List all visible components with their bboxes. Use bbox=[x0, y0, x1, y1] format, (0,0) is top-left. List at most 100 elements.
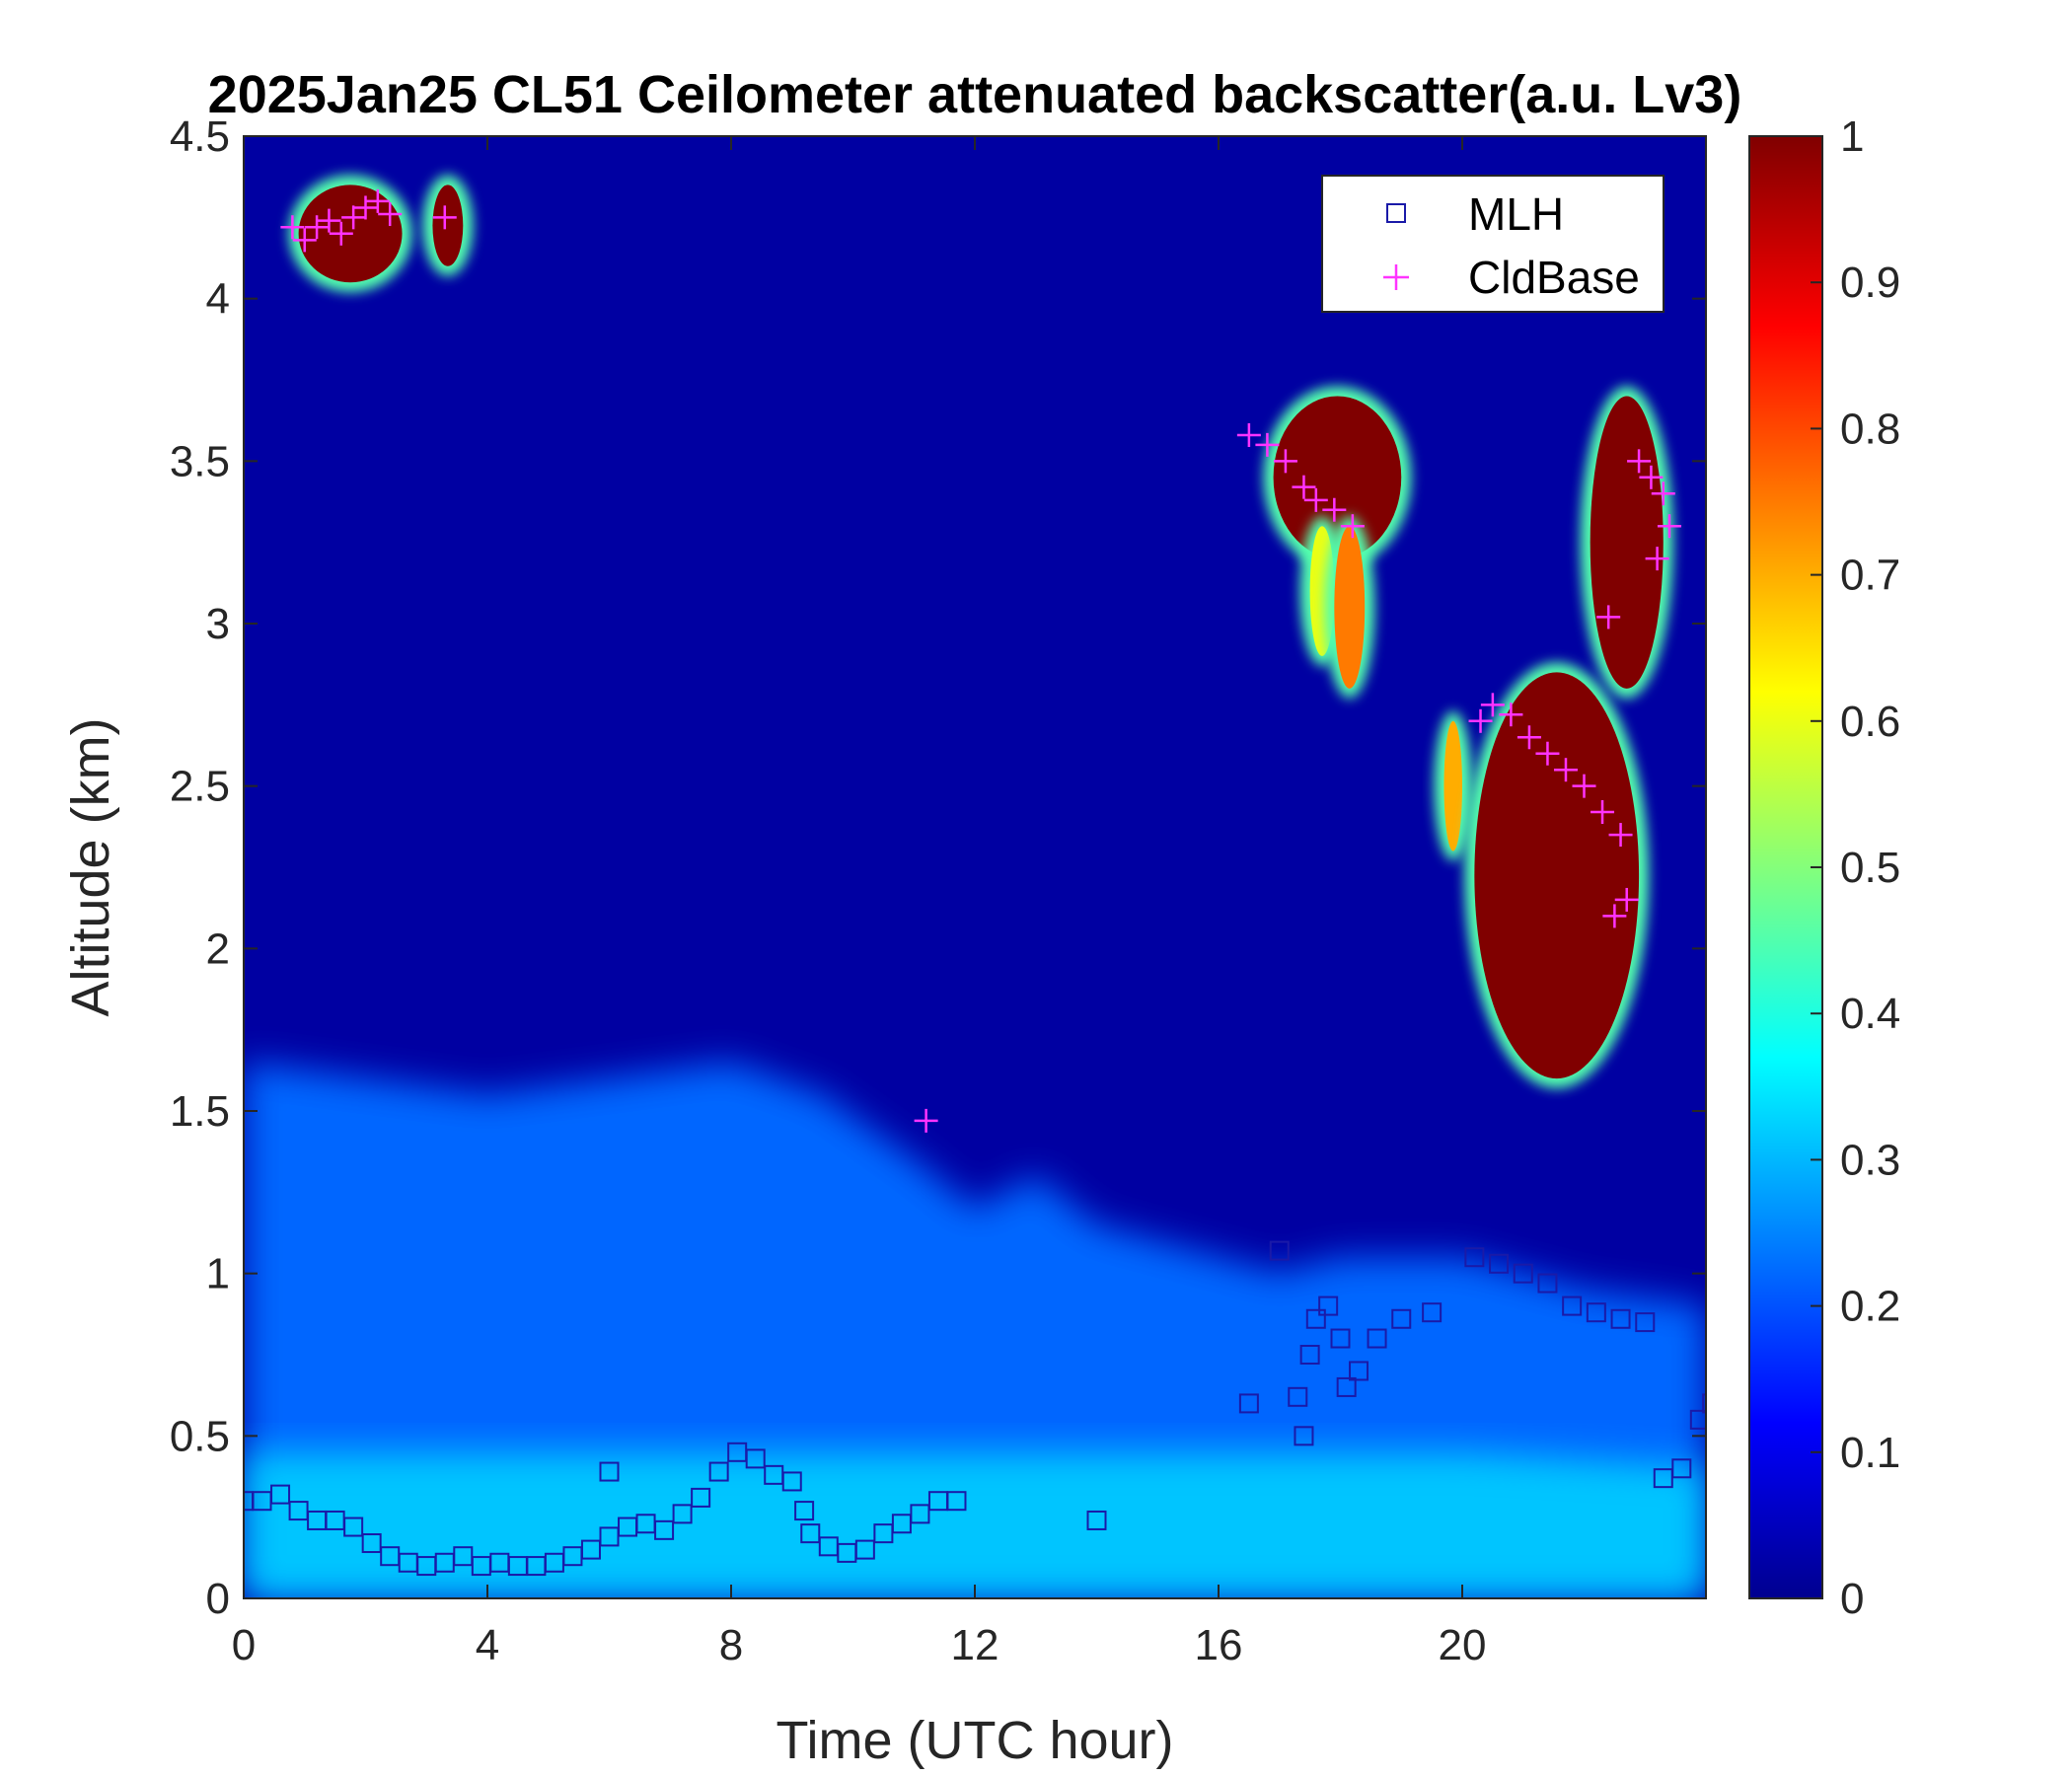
x-tick-label: 0 bbox=[232, 1621, 256, 1669]
legend-mlh-label: MLH bbox=[1468, 188, 1564, 240]
cldbase-point bbox=[1535, 741, 1560, 766]
y-tick-label: 2.5 bbox=[170, 763, 230, 811]
x-tick-label: 12 bbox=[951, 1621, 999, 1669]
mlh-point bbox=[1586, 1302, 1606, 1323]
colorbar: 0 0.1 0.2 0.3 0.4 0.5 0.6 0.7 0.8 0.9 1 bbox=[1748, 112, 1900, 1623]
legend-mlh-marker bbox=[1386, 203, 1406, 223]
mlh-point bbox=[1269, 1240, 1290, 1261]
mlh-point bbox=[854, 1539, 875, 1560]
x-tick-label: 8 bbox=[719, 1621, 743, 1669]
colorbar-tick-label: 0.1 bbox=[1840, 1429, 1900, 1477]
colorbar-tick-label: 0.3 bbox=[1840, 1136, 1900, 1184]
cldbase-series bbox=[280, 188, 1681, 1133]
cldbase-point bbox=[317, 208, 341, 233]
cldbase-point bbox=[1639, 465, 1664, 489]
cldbase-point bbox=[1651, 481, 1675, 506]
colorbar-tick-label: 0.2 bbox=[1840, 1283, 1900, 1331]
cldbase-point bbox=[1292, 475, 1316, 499]
cloud-region bbox=[1474, 672, 1640, 1079]
cldbase-point bbox=[305, 215, 330, 240]
cldbase-point bbox=[329, 221, 353, 246]
colorbar-tick-label: 0.6 bbox=[1840, 698, 1900, 746]
mlh-point bbox=[1562, 1295, 1583, 1316]
x-axis: 0 4 8 12 16 20 bbox=[232, 136, 1486, 1669]
backscatter-heatmap bbox=[244, 136, 1706, 1598]
colorbar-tick-label: 0 bbox=[1840, 1575, 1864, 1623]
cldbase-point bbox=[1468, 708, 1493, 733]
cldbase-point bbox=[1596, 605, 1621, 629]
cloud-region bbox=[1590, 396, 1664, 689]
x-tick-label: 4 bbox=[476, 1621, 499, 1669]
cldbase-point bbox=[353, 195, 378, 220]
cldbase-point bbox=[1591, 800, 1615, 825]
cldbase-point bbox=[1322, 497, 1347, 522]
mlh-point bbox=[580, 1539, 601, 1560]
x-tick-label: 16 bbox=[1195, 1621, 1243, 1669]
cldbase-point bbox=[365, 188, 390, 213]
mlh-point bbox=[1610, 1308, 1631, 1329]
mlh-point bbox=[343, 1517, 364, 1537]
mlh-point bbox=[1349, 1361, 1369, 1381]
mlh-point bbox=[1671, 1458, 1692, 1479]
colorbar-tick-label: 0.5 bbox=[1840, 844, 1900, 892]
cldbase-point bbox=[1517, 725, 1541, 750]
colorbar-tick-label: 0.7 bbox=[1840, 552, 1900, 600]
cldbase-point bbox=[292, 228, 317, 253]
colorbar-tick-label: 0.9 bbox=[1840, 259, 1900, 307]
mlh-point bbox=[1367, 1328, 1387, 1349]
cloud-region bbox=[432, 185, 464, 266]
cldbase-point bbox=[1602, 904, 1627, 928]
mlh-point bbox=[1299, 1345, 1320, 1365]
mlh-point bbox=[1086, 1510, 1107, 1530]
colorbar-ticks: 0 0.1 0.2 0.3 0.4 0.5 0.6 0.7 0.8 0.9 1 bbox=[1811, 112, 1900, 1623]
mlh-point bbox=[800, 1523, 821, 1544]
y-tick-label: 0.5 bbox=[170, 1412, 230, 1460]
cldbase-point bbox=[280, 215, 305, 240]
mlh-point bbox=[1288, 1386, 1308, 1407]
mlh-point bbox=[910, 1504, 930, 1524]
cldbase-point bbox=[1572, 774, 1596, 798]
mlh-point bbox=[794, 1501, 815, 1521]
mlh-point bbox=[1330, 1328, 1351, 1349]
mlh-point bbox=[1336, 1376, 1357, 1397]
y-tick-label: 2 bbox=[206, 925, 230, 973]
mlh-point bbox=[1422, 1302, 1443, 1323]
mlh-point bbox=[1464, 1247, 1485, 1268]
legend-cldbase-label: CldBase bbox=[1468, 252, 1640, 303]
colorbar-tick-label: 0.4 bbox=[1840, 990, 1900, 1038]
cldbase-point bbox=[1236, 422, 1261, 447]
mlh-point bbox=[1391, 1308, 1412, 1329]
mlh-point bbox=[1294, 1426, 1314, 1446]
cldbase-point bbox=[341, 205, 366, 230]
cldbase-point bbox=[1553, 758, 1578, 782]
y-tick-label: 0 bbox=[206, 1575, 230, 1623]
cldbase-point bbox=[1255, 432, 1280, 457]
y-tick-label: 1 bbox=[206, 1250, 230, 1298]
mlh-point bbox=[654, 1519, 675, 1540]
mlh-series bbox=[244, 1240, 1706, 1577]
cldbase-point bbox=[1614, 887, 1639, 912]
y-tick-label: 1.5 bbox=[170, 1087, 230, 1136]
y-axis: 0 0.5 1 1.5 2 2.5 3 3.5 4 4.5 bbox=[170, 112, 1706, 1623]
cldbase-point bbox=[1340, 514, 1365, 539]
mlh-point bbox=[1305, 1308, 1326, 1329]
cloud-region bbox=[1334, 526, 1366, 689]
mlh-point bbox=[1489, 1253, 1510, 1274]
cldbase-point bbox=[378, 202, 403, 227]
mlh-point bbox=[708, 1461, 729, 1482]
cldbase-point bbox=[1303, 487, 1328, 512]
mlh-point bbox=[1702, 1393, 1706, 1414]
mlh-point bbox=[1689, 1409, 1706, 1430]
mlh-point bbox=[946, 1491, 967, 1512]
mlh-point bbox=[1318, 1295, 1339, 1316]
colorbar-tick-label: 0.8 bbox=[1840, 405, 1900, 453]
mlh-point bbox=[1238, 1393, 1259, 1414]
y-tick-label: 3 bbox=[206, 600, 230, 648]
y-tick-label: 4.5 bbox=[170, 112, 230, 161]
y-tick-label: 3.5 bbox=[170, 437, 230, 485]
cldbase-point bbox=[1608, 823, 1633, 848]
surface-layer bbox=[244, 1451, 1706, 1598]
mlh-point bbox=[1635, 1312, 1656, 1333]
mlh-point bbox=[361, 1533, 382, 1554]
mlh-point bbox=[1537, 1273, 1558, 1294]
